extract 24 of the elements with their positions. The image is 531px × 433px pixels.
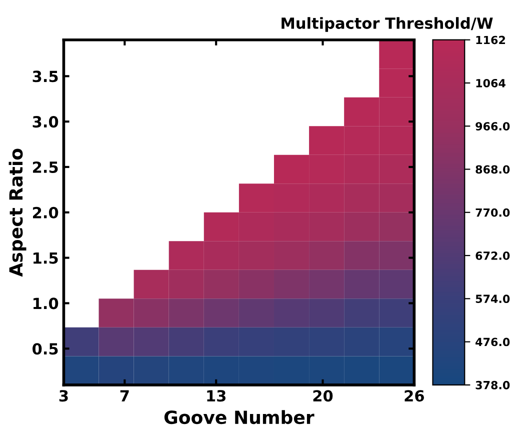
y-axis-title: Aspect Ratio [8, 148, 26, 277]
color-bar-label: 1162 [476, 36, 505, 44]
x-axis-title: Goove Number [164, 410, 314, 424]
color-bar-label: 966.0 [476, 122, 510, 130]
color-bar-label: 476.0 [476, 338, 510, 346]
y-tick-label: 3.0 [32, 116, 58, 128]
x-tick-label: 20 [313, 390, 333, 402]
x-tick-label: 7 [120, 390, 129, 402]
color-bar-title: Multipactor Threshold/W [282, 17, 493, 32]
y-tick-label: 1.0 [34, 298, 58, 310]
color-bar-label: 1064 [476, 78, 506, 88]
color-bar-label: 868.0 [476, 165, 510, 174]
x-tick-label: 26 [404, 390, 424, 402]
color-bar-label: 574.0 [476, 294, 510, 304]
color-bar-label: 672.0 [476, 252, 510, 260]
y-tick-label: 1.5 [34, 252, 58, 264]
color-bar-label: 378.0 [476, 380, 510, 390]
y-tick-label: 2.5 [33, 161, 58, 173]
y-tick-label: 3.5 [32, 70, 58, 82]
y-tick-label: 0.5 [32, 343, 58, 355]
y-tick-label: 2.0 [33, 206, 58, 218]
x-tick-label: 13 [207, 390, 226, 402]
color-bar-label: 770.0 [476, 208, 510, 217]
x-tick-label: 3 [59, 390, 68, 402]
